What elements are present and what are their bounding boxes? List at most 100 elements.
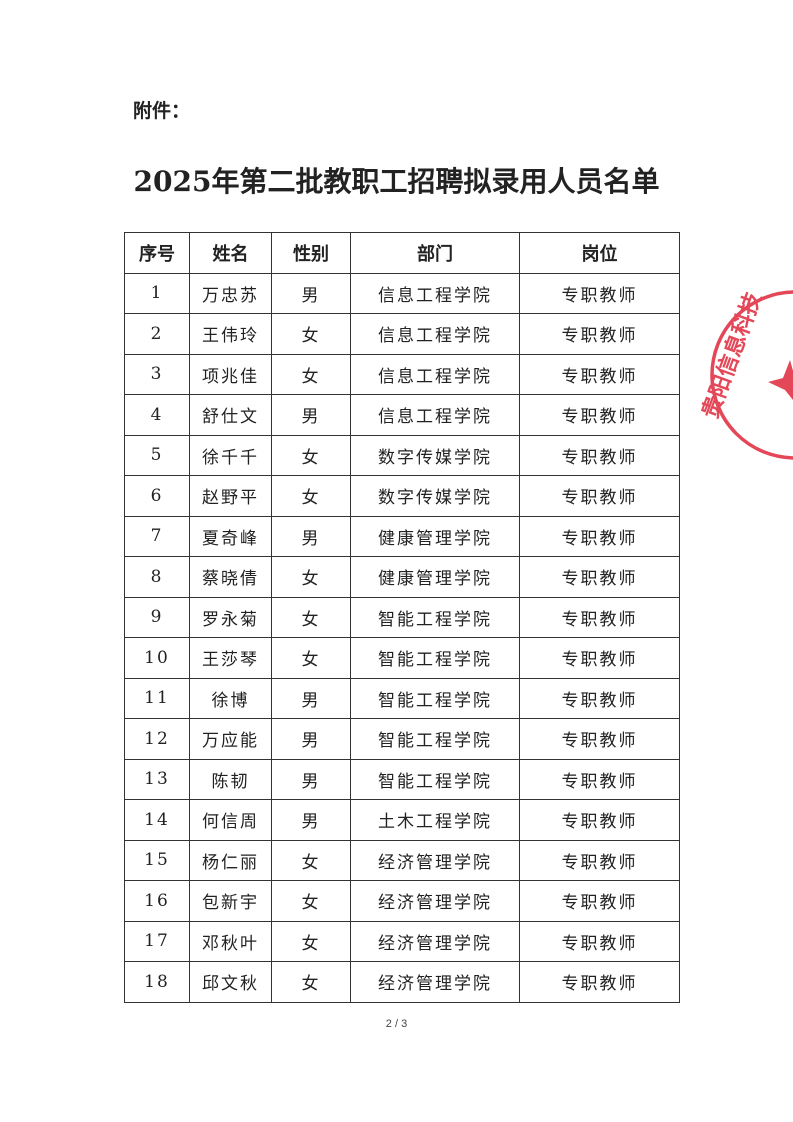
cell-name: 罗永菊 <box>189 596 272 638</box>
cell-name: 杨仁丽 <box>189 839 272 881</box>
table-row: 15 杨仁丽女经济管理学院 专职教师 <box>124 839 680 881</box>
cell-name: 万应能 <box>189 718 272 760</box>
cell-index: 16 <box>124 880 190 922</box>
cell-name: 项兆佳 <box>189 353 272 395</box>
cell-position: 专职教师 <box>519 515 680 557</box>
cell-name: 舒仕文 <box>189 394 272 436</box>
cell-index: 10 <box>124 637 190 679</box>
cell-gender: 男 <box>271 718 351 760</box>
cell-position: 专职教师 <box>519 758 680 800</box>
cell-position: 专职教师 <box>519 353 680 395</box>
cell-department: 信息工程学院 <box>350 313 520 355</box>
cell-name: 邱文秋 <box>189 961 272 1003</box>
cell-department: 经济管理学院 <box>350 920 520 962</box>
cell-department: 数字传媒学院 <box>350 434 520 476</box>
cell-index: 11 <box>124 677 190 719</box>
table-row: 8 蔡晓倩女健康管理学院 专职教师 <box>124 556 680 598</box>
cell-department: 经济管理学院 <box>350 961 520 1003</box>
official-seal: 贵阳信息科技 <box>700 290 793 460</box>
cell-department: 数字传媒学院 <box>350 475 520 517</box>
cell-gender: 女 <box>271 961 351 1003</box>
hiring-list-table: 序号 姓名 性别 部门 岗位 1 万忠苏男信息工程学院 专职教师 2 王伟玲女信息工程学… <box>124 232 680 1003</box>
cell-name: 蔡晓倩 <box>189 556 272 598</box>
seal-ring <box>710 290 793 460</box>
cell-position: 专职教师 <box>519 394 680 436</box>
cell-department: 健康管理学院 <box>350 515 520 557</box>
cell-department: 智能工程学院 <box>350 596 520 638</box>
cell-gender: 女 <box>271 637 351 679</box>
cell-index: 12 <box>124 718 190 760</box>
cell-gender: 男 <box>271 394 351 436</box>
cell-gender: 女 <box>271 313 351 355</box>
cell-department: 智能工程学院 <box>350 718 520 760</box>
cell-position: 专职教师 <box>519 272 680 314</box>
cell-gender: 男 <box>271 272 351 314</box>
cell-name: 王莎琴 <box>189 637 272 679</box>
cell-index: 9 <box>124 596 190 638</box>
cell-name: 陈韧 <box>189 758 272 800</box>
attachment-label: 附件： <box>133 100 191 122</box>
cell-index: 7 <box>124 515 190 557</box>
table-row: 5 徐千千女数字传媒学院 专职教师 <box>124 434 680 476</box>
cell-index: 6 <box>124 475 190 517</box>
table-row: 2 王伟玲女信息工程学院 专职教师 <box>124 313 680 355</box>
page-number: 2 / 3 <box>385 1018 408 1030</box>
seal-text: 贵阳信息科技 <box>700 290 767 422</box>
table-header-row: 序号 姓名 性别 部门 岗位 <box>124 232 680 274</box>
cell-gender: 女 <box>271 556 351 598</box>
cell-position: 专职教师 <box>519 637 680 679</box>
cell-position: 专职教师 <box>519 313 680 355</box>
cell-index: 3 <box>124 353 190 395</box>
table-row: 18 邱文秋女经济管理学院 专职教师 <box>124 961 680 1003</box>
cell-gender: 男 <box>271 799 351 841</box>
cell-name: 王伟玲 <box>189 313 272 355</box>
table-row: 13 陈韧男智能工程学院 专职教师 <box>124 758 680 800</box>
table-row: 9 罗永菊女智能工程学院 专职教师 <box>124 596 680 638</box>
header-position: 岗位 <box>519 232 680 274</box>
cell-name: 赵野平 <box>189 475 272 517</box>
cell-name: 包新宇 <box>189 880 272 922</box>
table-row: 11 徐博男智能工程学院 专职教师 <box>124 677 680 719</box>
cell-index: 18 <box>124 961 190 1003</box>
cell-name: 邓秋叶 <box>189 920 272 962</box>
table-row: 10 王莎琴女智能工程学院 专职教师 <box>124 637 680 679</box>
table-row: 4 舒仕文男信息工程学院 专职教师 <box>124 394 680 436</box>
cell-name: 夏奇峰 <box>189 515 272 557</box>
cell-position: 专职教师 <box>519 839 680 881</box>
cell-department: 经济管理学院 <box>350 839 520 881</box>
cell-department: 健康管理学院 <box>350 556 520 598</box>
cell-department: 智能工程学院 <box>350 677 520 719</box>
cell-department: 智能工程学院 <box>350 758 520 800</box>
cell-index: 8 <box>124 556 190 598</box>
cell-index: 4 <box>124 394 190 436</box>
table-row: 12 万应能男智能工程学院 专职教师 <box>124 718 680 760</box>
cell-department: 智能工程学院 <box>350 637 520 679</box>
cell-position: 专职教师 <box>519 677 680 719</box>
cell-gender: 女 <box>271 839 351 881</box>
cell-index: 17 <box>124 920 190 962</box>
cell-index: 14 <box>124 799 190 841</box>
cell-position: 专职教师 <box>519 799 680 841</box>
cell-department: 信息工程学院 <box>350 272 520 314</box>
table-row: 14 何信周男土木工程学院 专职教师 <box>124 799 680 841</box>
cell-index: 1 <box>124 272 190 314</box>
cell-position: 专职教师 <box>519 475 680 517</box>
cell-name: 徐博 <box>189 677 272 719</box>
cell-gender: 女 <box>271 434 351 476</box>
cell-position: 专职教师 <box>519 434 680 476</box>
header-gender: 性别 <box>271 232 351 274</box>
table-row: 3 项兆佳女信息工程学院 专职教师 <box>124 353 680 395</box>
cell-index: 13 <box>124 758 190 800</box>
cell-position: 专职教师 <box>519 920 680 962</box>
seal-star-icon <box>768 360 793 400</box>
header-department: 部门 <box>350 232 520 274</box>
header-name: 姓名 <box>189 232 272 274</box>
header-index: 序号 <box>124 232 190 274</box>
cell-position: 专职教师 <box>519 596 680 638</box>
cell-department: 信息工程学院 <box>350 394 520 436</box>
cell-gender: 男 <box>271 677 351 719</box>
cell-position: 专职教师 <box>519 718 680 760</box>
table-row: 1 万忠苏男信息工程学院 专职教师 <box>124 272 680 314</box>
table-row: 16 包新宇女经济管理学院 专职教师 <box>124 880 680 922</box>
cell-index: 5 <box>124 434 190 476</box>
